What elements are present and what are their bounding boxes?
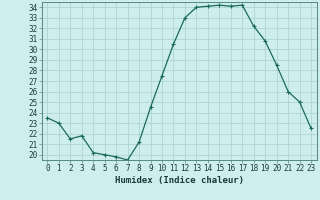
X-axis label: Humidex (Indice chaleur): Humidex (Indice chaleur) [115, 176, 244, 185]
